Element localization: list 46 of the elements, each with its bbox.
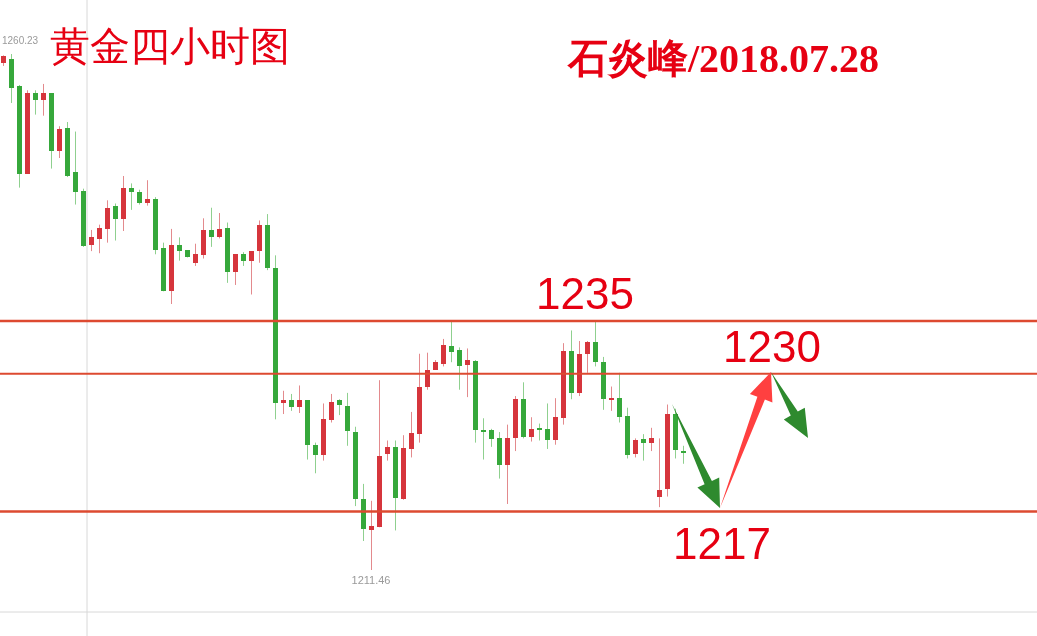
candlestick: [593, 320, 598, 367]
chart-title: 黄金四小时图: [50, 24, 290, 69]
candlestick: [545, 402, 550, 450]
candlestick: [249, 250, 254, 295]
candlestick: [129, 182, 134, 211]
candlestick: [193, 243, 198, 267]
ref-line-label: 1217: [673, 519, 771, 569]
candlestick: [297, 384, 302, 414]
candlestick: [97, 224, 102, 254]
candlestick: [657, 437, 662, 508]
candlestick: [449, 320, 454, 363]
candlestick: [209, 207, 214, 248]
candlestick: [281, 390, 286, 415]
candlestick: [105, 199, 110, 244]
candlestick: [217, 212, 222, 239]
candlestick: [641, 433, 646, 462]
candlestick: [33, 89, 38, 116]
candlestick: [617, 372, 622, 424]
candlestick: [385, 440, 390, 462]
candlestick: [145, 179, 150, 207]
candlestick: [457, 346, 462, 391]
annotation: 1211.46: [351, 574, 391, 586]
candlestick: [553, 397, 558, 446]
candlestick: [633, 437, 638, 458]
candlestick: [481, 417, 486, 461]
candlestick: [233, 253, 238, 286]
candlestick: [73, 131, 78, 206]
candlestick: [649, 427, 654, 452]
candlestick: [369, 500, 374, 571]
candlestick: [89, 229, 94, 252]
candlestick: [465, 347, 470, 398]
candlestick: [57, 125, 62, 159]
text: 1260.23: [2, 35, 39, 46]
candlestick: [329, 393, 334, 424]
candlestick: [609, 386, 614, 412]
chart-subtitle: 石炎峰/2018.07.28: [567, 36, 880, 81]
ref-line-label: 1235: [536, 268, 634, 318]
ref-line-label: 1230: [723, 321, 821, 371]
candlestick: [177, 236, 182, 262]
candlestick: [529, 416, 534, 443]
candlestick: [409, 411, 414, 458]
candlestick: [113, 203, 118, 242]
candlestick: [441, 338, 446, 367]
candlestick: [585, 340, 590, 374]
candlestick: [313, 442, 318, 474]
candlestick: [41, 83, 46, 117]
